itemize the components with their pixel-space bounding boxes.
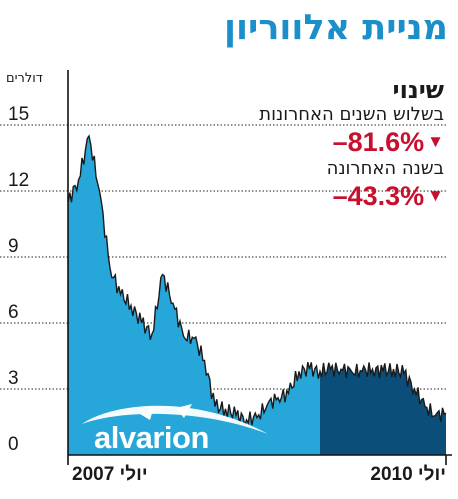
y-tick-label: 6 [8, 302, 19, 323]
x-label-end: יולי 2010 [370, 464, 446, 485]
y-tick-label: 12 [8, 170, 29, 191]
change-three-years-value: –81.6% [332, 127, 425, 157]
change-last-year: –43.3% ▼ [244, 180, 444, 212]
x-label-start: יולי 2007 [72, 464, 148, 485]
y-tick-label: 0 [8, 434, 19, 455]
y-tick-label: 3 [8, 368, 19, 389]
last-year-area-fill [320, 362, 446, 455]
panel-heading: שינוי [392, 76, 444, 104]
change-three-years: –81.6% ▼ [244, 126, 444, 158]
axis-labels: 0 3 6 9 12 15 דולרים יולי 2007 יולי 2010 [6, 71, 446, 485]
chart-title: מניית אלווריון [224, 8, 448, 48]
period-last-year: בשנה האחרונה [326, 158, 444, 179]
y-tick-label: 15 [8, 104, 29, 125]
logo-text: alvarion [94, 420, 209, 455]
y-tick-label: 9 [8, 236, 19, 257]
alvarion-logo-swoosh-icon [82, 404, 268, 434]
period-three-years: בשלוש השנים האחרונות [259, 104, 444, 125]
price-area [67, 134, 447, 455]
price-line [67, 134, 447, 426]
change-last-year-value: –43.3% [332, 181, 425, 211]
down-triangle-icon: ▼ [427, 132, 444, 151]
y-axis-unit: דולרים [6, 71, 43, 86]
change-panel: שינוי בשלוש השנים האחרונות –81.6% ▼ בשנה … [244, 76, 444, 212]
axes [67, 70, 452, 465]
down-triangle-icon: ▼ [427, 186, 444, 205]
